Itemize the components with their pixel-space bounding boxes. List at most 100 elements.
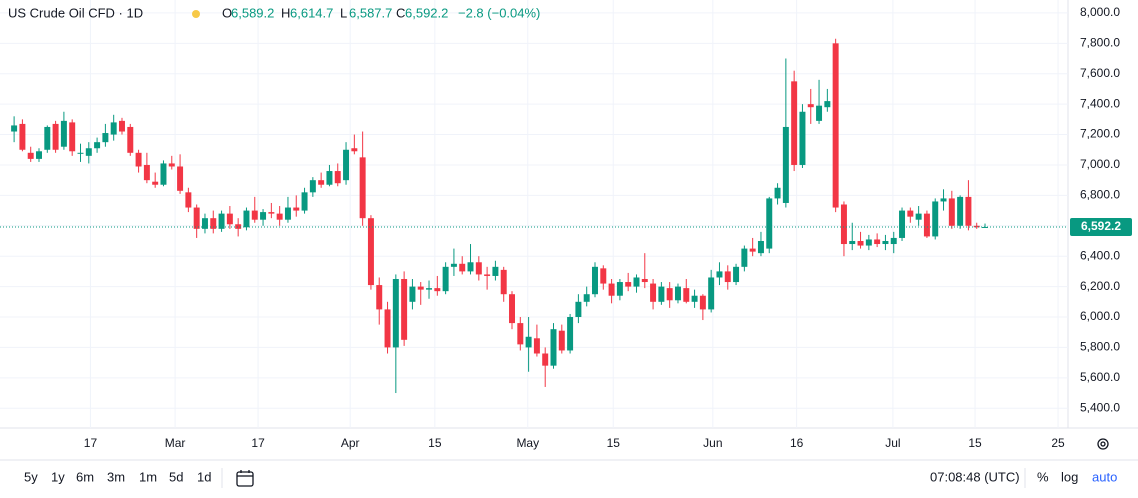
candle-body xyxy=(650,283,657,302)
y-tick-label: 6,400.0 xyxy=(1080,248,1120,262)
candle-body xyxy=(882,240,889,245)
candle-body xyxy=(940,198,947,202)
candle-body xyxy=(600,268,607,284)
calendar-icon[interactable] xyxy=(236,470,254,487)
candle-body xyxy=(973,225,980,228)
candle-body xyxy=(799,111,806,165)
x-tick-label: 17 xyxy=(251,436,265,450)
legend-key: H xyxy=(281,5,290,20)
candle-body xyxy=(923,213,930,237)
candle-body xyxy=(459,263,466,272)
candle-body xyxy=(816,105,823,121)
candle-body xyxy=(434,288,441,292)
candle-body xyxy=(899,210,906,238)
candle-body xyxy=(143,164,150,181)
candle-body xyxy=(774,187,781,199)
candle-body xyxy=(492,266,499,276)
candle-body xyxy=(666,288,673,301)
candle-body xyxy=(948,198,955,226)
range-button[interactable]: 1d xyxy=(197,469,211,484)
candle-body xyxy=(616,282,623,296)
candle-body xyxy=(957,196,964,226)
y-tick-label: 7,800.0 xyxy=(1080,36,1120,50)
candle-body xyxy=(874,239,881,245)
percent-toggle[interactable]: % xyxy=(1037,469,1049,484)
y-tick-label: 7,000.0 xyxy=(1080,157,1120,171)
legend-value: 6,592.2 xyxy=(405,5,448,20)
candle-body xyxy=(840,204,847,245)
last-price-label: 6,592.2 xyxy=(1081,219,1121,233)
legend-value: 6,587.7 xyxy=(349,5,392,20)
candle-body xyxy=(11,125,18,132)
candle-body xyxy=(583,294,590,302)
candle-body xyxy=(251,210,258,220)
candle-body xyxy=(442,266,449,292)
range-button[interactable]: 5d xyxy=(169,469,183,484)
candle-body xyxy=(102,133,109,143)
auto-toggle[interactable]: auto xyxy=(1092,469,1117,484)
x-tick-label: 25 xyxy=(1051,436,1065,450)
candle-body xyxy=(467,262,474,272)
candle-body xyxy=(27,152,34,159)
range-button[interactable]: 3m xyxy=(107,469,125,484)
candle-body xyxy=(641,278,648,283)
log-toggle[interactable]: log xyxy=(1061,469,1078,484)
y-tick-label: 5,800.0 xyxy=(1080,340,1120,354)
status-dot xyxy=(192,10,200,18)
candle-body xyxy=(484,274,491,276)
candle-body xyxy=(849,240,856,245)
x-tick-label: May xyxy=(516,436,539,450)
candle-body xyxy=(733,266,740,283)
x-tick-label: Jul xyxy=(885,436,900,450)
candle-body xyxy=(401,278,408,340)
candle-body xyxy=(832,43,839,208)
candle-body xyxy=(36,151,42,159)
x-tick-label: 16 xyxy=(790,436,804,450)
candle-body xyxy=(367,218,374,286)
candle-body xyxy=(260,212,267,220)
candle-body xyxy=(475,262,482,275)
candle-body xyxy=(85,148,92,156)
candle-body xyxy=(674,286,681,301)
candle-body xyxy=(699,295,706,310)
candle-body xyxy=(633,277,640,287)
y-tick-label: 7,600.0 xyxy=(1080,66,1120,80)
change: −2.8 (−0.04%) xyxy=(458,5,540,20)
y-tick-label: 7,400.0 xyxy=(1080,96,1120,110)
range-button[interactable]: 1y xyxy=(51,469,65,484)
range-button[interactable]: 5y xyxy=(24,469,38,484)
x-tick-label: 15 xyxy=(428,436,442,450)
candle-body xyxy=(865,239,872,246)
candle-body xyxy=(558,330,565,351)
legend-key: C xyxy=(396,5,405,20)
candle-body xyxy=(318,180,325,185)
candle-body xyxy=(426,288,433,290)
candle-body xyxy=(857,240,864,246)
candle-body xyxy=(741,248,748,267)
range-button[interactable]: 6m xyxy=(76,469,94,484)
candle-body xyxy=(201,218,208,229)
candle-body xyxy=(243,210,250,228)
candle-body xyxy=(542,353,549,366)
candle-body xyxy=(384,309,391,348)
x-tick-label: Apr xyxy=(341,436,360,450)
candle-body xyxy=(708,277,715,310)
candle-body xyxy=(575,301,582,318)
y-tick-label: 5,400.0 xyxy=(1080,400,1120,414)
candle-body xyxy=(301,192,308,211)
y-tick-label: 7,200.0 xyxy=(1080,127,1120,141)
candle-body xyxy=(326,171,333,185)
candle-body xyxy=(152,181,159,185)
legend-value: 6,614.7 xyxy=(290,5,333,20)
candle-body xyxy=(658,286,665,302)
candle-body xyxy=(226,213,233,225)
candle-body xyxy=(592,266,598,295)
candle-body xyxy=(60,120,67,147)
y-tick-label: 6,800.0 xyxy=(1080,188,1120,202)
candle-body xyxy=(19,123,26,150)
settings-icon[interactable] xyxy=(1097,438,1109,450)
candle-body xyxy=(608,283,615,296)
candle-body xyxy=(118,120,125,132)
range-button[interactable]: 1m xyxy=(139,469,157,484)
